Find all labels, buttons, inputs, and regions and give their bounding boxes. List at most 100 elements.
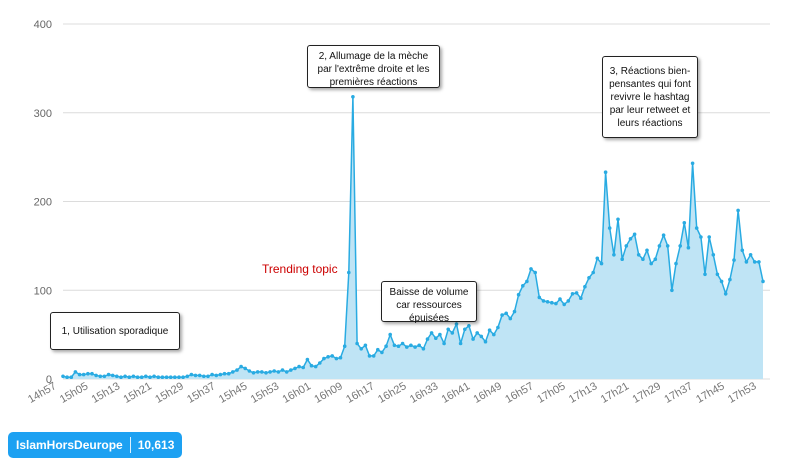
data-point [616, 217, 620, 222]
data-point [293, 366, 297, 371]
data-point [168, 375, 173, 380]
data-point [438, 332, 442, 337]
data-point [417, 343, 422, 348]
data-point [612, 253, 616, 257]
x-tick-label: 16h25 [376, 380, 408, 406]
data-point [467, 324, 471, 328]
data-point [678, 244, 682, 248]
data-point [338, 355, 343, 360]
data-point [487, 328, 492, 333]
data-point [260, 370, 264, 374]
data-point [330, 354, 335, 358]
data-point [156, 375, 161, 380]
data-point [533, 270, 537, 275]
data-point [276, 370, 281, 374]
data-point [380, 350, 384, 355]
data-point [690, 161, 695, 166]
data-point [653, 257, 658, 262]
data-point [334, 356, 339, 361]
badge-divider [129, 437, 131, 453]
hashtag-badge[interactable]: IslamHorsDeurope 10,613 [8, 432, 183, 458]
data-point [106, 372, 111, 377]
data-point [61, 374, 65, 379]
data-point [574, 291, 579, 295]
data-point [255, 370, 260, 374]
data-point [752, 260, 757, 264]
annotation-4-text: 3, Réactions bien-pensantes qui font rev… [609, 65, 691, 129]
data-point [355, 341, 359, 346]
data-point [686, 245, 691, 250]
data-point [123, 374, 127, 379]
data-point [740, 248, 745, 253]
data-point [492, 332, 496, 337]
data-point [665, 244, 670, 248]
data-point [400, 341, 405, 346]
annotation-1: 1, Utilisation sporadique [50, 312, 180, 350]
x-tick-label: 15h29 [153, 380, 185, 406]
data-point [247, 369, 252, 373]
data-point [280, 368, 285, 372]
data-point [135, 375, 140, 380]
data-point [715, 272, 720, 277]
data-point [193, 373, 198, 378]
data-point [318, 361, 322, 365]
data-point [521, 284, 525, 288]
data-point [94, 373, 98, 378]
data-point [367, 354, 372, 358]
data-point [421, 347, 426, 351]
data-point [454, 322, 459, 326]
data-point [603, 170, 608, 174]
data-point [189, 372, 194, 377]
data-point [595, 256, 600, 261]
data-point [657, 244, 662, 248]
data-point [649, 261, 653, 266]
y-tick-label: 200 [34, 197, 52, 209]
x-tick-label: 15h45 [217, 380, 249, 406]
data-point [347, 270, 351, 275]
data-point [231, 370, 235, 374]
x-tick-label: 17h21 [599, 380, 631, 406]
data-point [699, 235, 703, 239]
data-point [371, 354, 376, 358]
data-point [235, 368, 239, 372]
data-point [305, 357, 310, 362]
data-point [537, 295, 542, 300]
data-point [682, 221, 687, 225]
x-tick-label: 15h13 [90, 380, 122, 406]
annotation-2-text: 2, Allumage de la mèche par l'extrême dr… [317, 51, 430, 88]
data-point [144, 374, 148, 379]
data-point [268, 370, 272, 374]
x-tick-label: 14h57 [26, 380, 58, 406]
data-point [723, 292, 728, 296]
x-tick-label: 15h05 [58, 380, 90, 406]
x-tick-label: 16h41 [440, 380, 472, 406]
x-tick-label: 17h29 [631, 380, 663, 406]
data-point [69, 375, 74, 380]
data-point [450, 331, 455, 335]
data-point [251, 371, 256, 375]
data-point [73, 370, 78, 374]
data-point [160, 375, 165, 380]
data-point [516, 292, 521, 297]
x-axis: 14h57 15h05 15h13 15h21 15h29 15h37 15h45 15h53… [26, 380, 758, 406]
data-point [388, 332, 393, 337]
data-point [86, 371, 90, 376]
data-point [322, 356, 326, 361]
data-point [599, 261, 604, 266]
data-point [181, 375, 185, 380]
data-point [748, 253, 753, 257]
data-point [463, 327, 467, 332]
data-point [458, 341, 463, 346]
data-point [479, 334, 484, 339]
data-point [309, 363, 314, 368]
data-point [396, 344, 401, 349]
data-point [504, 311, 509, 316]
data-point [81, 372, 86, 377]
data-point [177, 375, 181, 380]
data-point [566, 299, 571, 303]
annotation-2: 2, Allumage de la mèche par l'extrême dr… [307, 45, 440, 88]
data-point [641, 257, 645, 262]
data-point [707, 235, 711, 239]
y-tick-label: 0 [46, 374, 52, 386]
